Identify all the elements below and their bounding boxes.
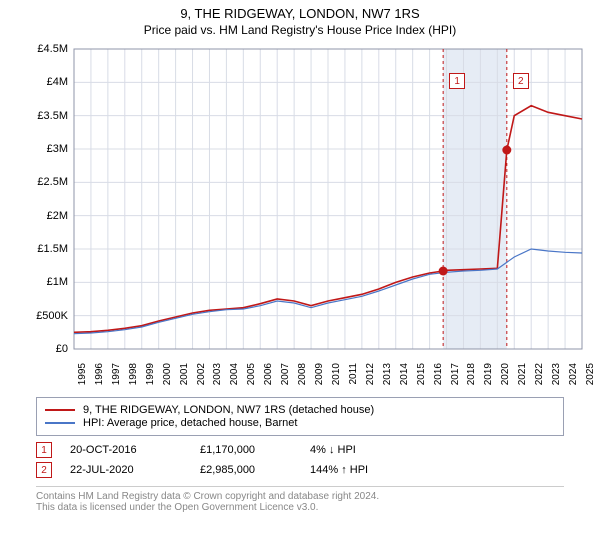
sale-price: £2,985,000 — [200, 464, 310, 476]
x-tick-label: 2021 — [517, 363, 528, 385]
sale-number-badge: 2 — [36, 462, 52, 478]
x-tick-label: 2013 — [382, 363, 393, 385]
x-tick-label: 2001 — [179, 363, 190, 385]
x-tick-label: 1996 — [94, 363, 105, 385]
sale-row: 2 22-JUL-2020£2,985,000144% ↑ HPI — [36, 460, 564, 480]
chart-title: 9, THE RIDGEWAY, LONDON, NW7 1RS — [0, 0, 600, 21]
x-tick-label: 2023 — [551, 363, 562, 385]
legend-swatch — [45, 422, 75, 424]
x-tick-label: 2018 — [466, 363, 477, 385]
x-tick-label: 2022 — [534, 363, 545, 385]
chart-container: 9, THE RIDGEWAY, LONDON, NW7 1RS Price p… — [0, 0, 600, 560]
y-tick-label: £1M — [47, 276, 68, 288]
x-tick-label: 2003 — [212, 363, 223, 385]
x-tick-label: 2007 — [280, 363, 291, 385]
y-tick-label: £3M — [47, 143, 68, 155]
sale-delta: 4% ↓ HPI — [310, 444, 440, 456]
sale-date: 20-OCT-2016 — [70, 444, 200, 456]
legend-swatch — [45, 409, 75, 411]
x-tick-label: 2014 — [399, 363, 410, 385]
x-tick-label: 2024 — [568, 363, 579, 385]
x-tick-label: 1997 — [111, 363, 122, 385]
x-tick-label: 2010 — [331, 363, 342, 385]
y-tick-label: £4.5M — [37, 43, 68, 55]
footer: Contains HM Land Registry data © Crown c… — [36, 486, 564, 513]
y-tick-label: £4M — [47, 76, 68, 88]
sale-number-badge: 1 — [36, 442, 52, 458]
y-tick-label: £500K — [36, 310, 68, 322]
sale-date: 22-JUL-2020 — [70, 464, 200, 476]
y-tick-label: £1.5M — [37, 243, 68, 255]
x-tick-label: 2011 — [348, 363, 359, 385]
footer-line1: Contains HM Land Registry data © Crown c… — [36, 491, 564, 502]
x-tick-label: 2012 — [365, 363, 376, 385]
sale-marker-2: 2 — [513, 73, 529, 89]
y-tick-label: £2.5M — [37, 176, 68, 188]
y-tick-label: £0 — [56, 343, 68, 355]
x-tick-label: 2015 — [416, 363, 427, 385]
x-tick-label: 2008 — [297, 363, 308, 385]
x-tick-label: 2017 — [450, 363, 461, 385]
x-tick-label: 1998 — [128, 363, 139, 385]
x-tick-label: 2020 — [500, 363, 511, 385]
x-tick-label: 2016 — [433, 363, 444, 385]
legend-item: HPI: Average price, detached house, Barn… — [45, 417, 555, 429]
chart-area: 1 2 £0 £500K £1M £1.5M £2M £2.5M £3M £3.5M £4M £4.5… — [36, 41, 596, 391]
sale-price: £1,170,000 — [200, 444, 310, 456]
x-tick-label: 1999 — [145, 363, 156, 385]
y-tick-label: £3.5M — [37, 110, 68, 122]
x-tick-label: 2025 — [585, 363, 596, 385]
sales-table: 1 20-OCT-2016£1,170,0004% ↓ HPI 2 22-JUL-20… — [36, 440, 564, 480]
sale-marker-1: 1 — [449, 73, 465, 89]
x-tick-label: 2004 — [229, 363, 240, 385]
x-tick-label: 2009 — [314, 363, 325, 385]
legend-item: 9, THE RIDGEWAY, LONDON, NW7 1RS (detach… — [45, 404, 555, 416]
sale-row: 1 20-OCT-2016£1,170,0004% ↓ HPI — [36, 440, 564, 460]
legend-text: HPI: Average price, detached house, Barn… — [83, 417, 297, 429]
x-tick-label: 1995 — [77, 363, 88, 385]
x-tick-label: 2019 — [483, 363, 494, 385]
legend-text: 9, THE RIDGEWAY, LONDON, NW7 1RS (detach… — [83, 404, 374, 416]
sale-delta: 144% ↑ HPI — [310, 464, 440, 476]
chart-subtitle: Price paid vs. HM Land Registry's House … — [0, 21, 600, 41]
x-tick-label: 2000 — [162, 363, 173, 385]
x-tick-label: 2002 — [196, 363, 207, 385]
x-tick-label: 2005 — [246, 363, 257, 385]
line-chart-svg — [36, 41, 596, 391]
legend: 9, THE RIDGEWAY, LONDON, NW7 1RS (detach… — [36, 397, 564, 436]
footer-line2: This data is licensed under the Open Gov… — [36, 502, 564, 513]
x-tick-label: 2006 — [263, 363, 274, 385]
y-tick-label: £2M — [47, 210, 68, 222]
